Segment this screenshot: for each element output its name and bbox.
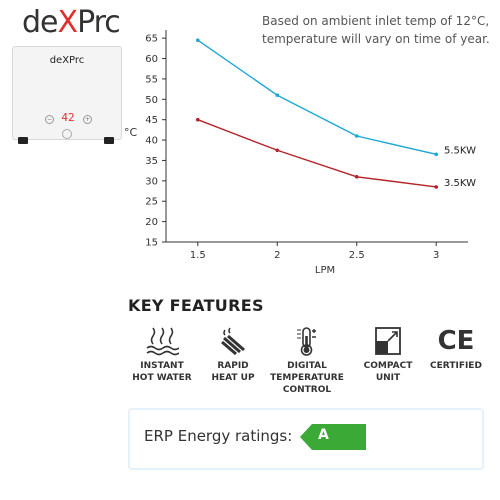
chart-labels: LPM °C 5.5KW 3.5KW: [124, 126, 476, 276]
compact-unit-icon: [375, 327, 401, 355]
erp-rating-box: ERP Energy ratings: A: [128, 408, 484, 470]
x-tick-label: 1.5: [190, 250, 206, 261]
logo-text-a: de: [22, 5, 58, 40]
ce-mark-icon: CE: [437, 326, 475, 356]
series-line-1: [197, 119, 437, 188]
heater-power-icon: [62, 129, 72, 139]
feature-label: INSTANT HOT WATER: [132, 361, 192, 383]
y-tick-label: 60: [145, 54, 158, 65]
chart-series: [195, 38, 439, 189]
heater-plus-button: +: [83, 115, 92, 124]
x-tick-label: 2: [274, 250, 280, 261]
feature-certified: CE CERTIFIED: [411, 326, 500, 372]
y-tick-label: 20: [145, 217, 158, 228]
erp-grade: A: [318, 427, 329, 443]
series-point-0: [354, 134, 359, 138]
y-tick-label: 55: [145, 74, 158, 85]
series-point-0: [434, 152, 439, 157]
heater-foot-right: [104, 137, 114, 144]
x-tick-label: 2.5: [349, 250, 365, 261]
y-tick-label: 35: [145, 156, 158, 167]
y-tick-label: 30: [145, 176, 158, 187]
y-tick-label: 45: [145, 115, 158, 126]
logo-text-c: Prc: [77, 5, 121, 40]
heater-body: deXPrc − 42 +: [12, 46, 122, 140]
y-tick-label: 50: [145, 95, 158, 106]
water-heater-image: deXPrc − 42 +: [12, 46, 122, 146]
feature-instant-hot-water: INSTANT HOT WATER: [117, 326, 207, 384]
heater-brand-label: deXPrc: [49, 55, 85, 66]
y-tick-label: 15: [145, 238, 158, 249]
feature-label: RAPID HEAT UP: [211, 361, 255, 383]
feature-compact-unit: COMPACT UNIT: [343, 326, 433, 384]
heating-element-icon: [221, 327, 245, 356]
energy-grade-badge: [300, 424, 366, 450]
erp-label: ERP Energy ratings:: [144, 427, 293, 445]
heater-display: 42: [61, 111, 75, 124]
thermometer-icon: [297, 327, 316, 356]
series-point-1: [195, 117, 200, 122]
series-point-1: [275, 148, 280, 153]
series-line-0: [197, 39, 437, 156]
heater-foot-left: [18, 137, 28, 144]
series-label-0: 5.5KW: [444, 145, 476, 156]
feature-rapid-heat-up: RAPID HEAT UP: [188, 326, 278, 384]
chart-axes: 15 20 25 30 35 40 45 50 55 60 65 1.5 2 2.5 3: [145, 30, 468, 261]
temperature-chart: 15 20 25 30 35 40 45 50 55 60 65 1.5 2 2.5 3 LPM °C 5.5K…: [124, 30, 476, 276]
series-point-1: [354, 174, 359, 179]
hot-water-waves-icon: [146, 327, 179, 356]
heater-minus-button: −: [45, 115, 54, 124]
temperature-note: Based on ambient inlet temp of 12°C, tem…: [262, 14, 490, 46]
x-axis-label: LPM: [315, 265, 335, 276]
x-tick-label: 3: [433, 250, 439, 261]
y-tick-label: 40: [145, 136, 158, 147]
series-point-1: [434, 185, 439, 189]
key-features-title: KEY FEATURES: [128, 296, 264, 315]
y-tick-label: 25: [145, 197, 158, 208]
brand-logo: deXPrc: [22, 5, 121, 40]
series-point-0: [195, 38, 200, 42]
y-axis-label: °C: [124, 126, 138, 139]
series-point-0: [275, 93, 280, 98]
logo-text-b: X: [57, 5, 79, 40]
feature-digital-temperature-control: DIGITAL TEMPERATURE CONTROL: [262, 326, 352, 396]
feature-label: CERTIFIED: [430, 361, 482, 371]
feature-label: DIGITAL TEMPERATURE CONTROL: [270, 361, 344, 395]
series-label-1: 3.5KW: [444, 178, 476, 189]
feature-label: COMPACT UNIT: [363, 361, 413, 383]
y-tick-label: 65: [145, 34, 158, 45]
